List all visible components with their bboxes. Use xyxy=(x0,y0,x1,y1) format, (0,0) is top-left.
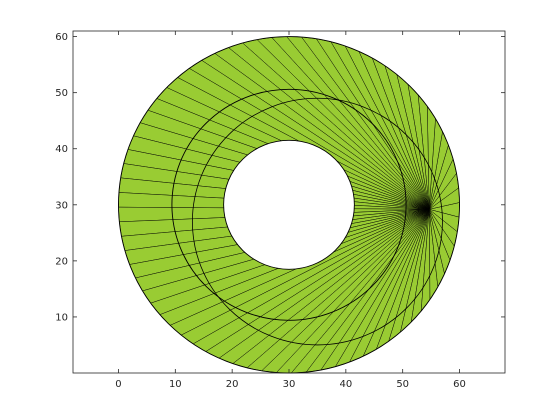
x-tick-label: 60 xyxy=(453,379,466,390)
x-tick-label: 0 xyxy=(115,379,121,390)
y-tick-label: 30 xyxy=(55,200,68,211)
outline-layer xyxy=(118,36,460,374)
offset-interface-ring xyxy=(191,97,443,346)
y-tick-label: 40 xyxy=(55,144,68,155)
x-tick-label: 20 xyxy=(226,379,239,390)
x-tick-label: 40 xyxy=(339,379,352,390)
y-tick-label: 10 xyxy=(55,312,68,323)
inner-interface-ring xyxy=(171,88,407,321)
y-tick-label: 50 xyxy=(55,88,68,99)
y-tick-label: 60 xyxy=(55,32,68,43)
inner-hole xyxy=(223,139,355,270)
ticks-layer: 0 10 20 30 40 50 60 10 20 30 40 50 60 xyxy=(55,31,505,390)
x-tick-label: 30 xyxy=(283,379,296,390)
offset-interface-group xyxy=(191,97,443,346)
y-tick-label: 20 xyxy=(55,256,68,267)
x-tick-label: 50 xyxy=(396,379,409,390)
x-tick-label: 10 xyxy=(169,379,182,390)
